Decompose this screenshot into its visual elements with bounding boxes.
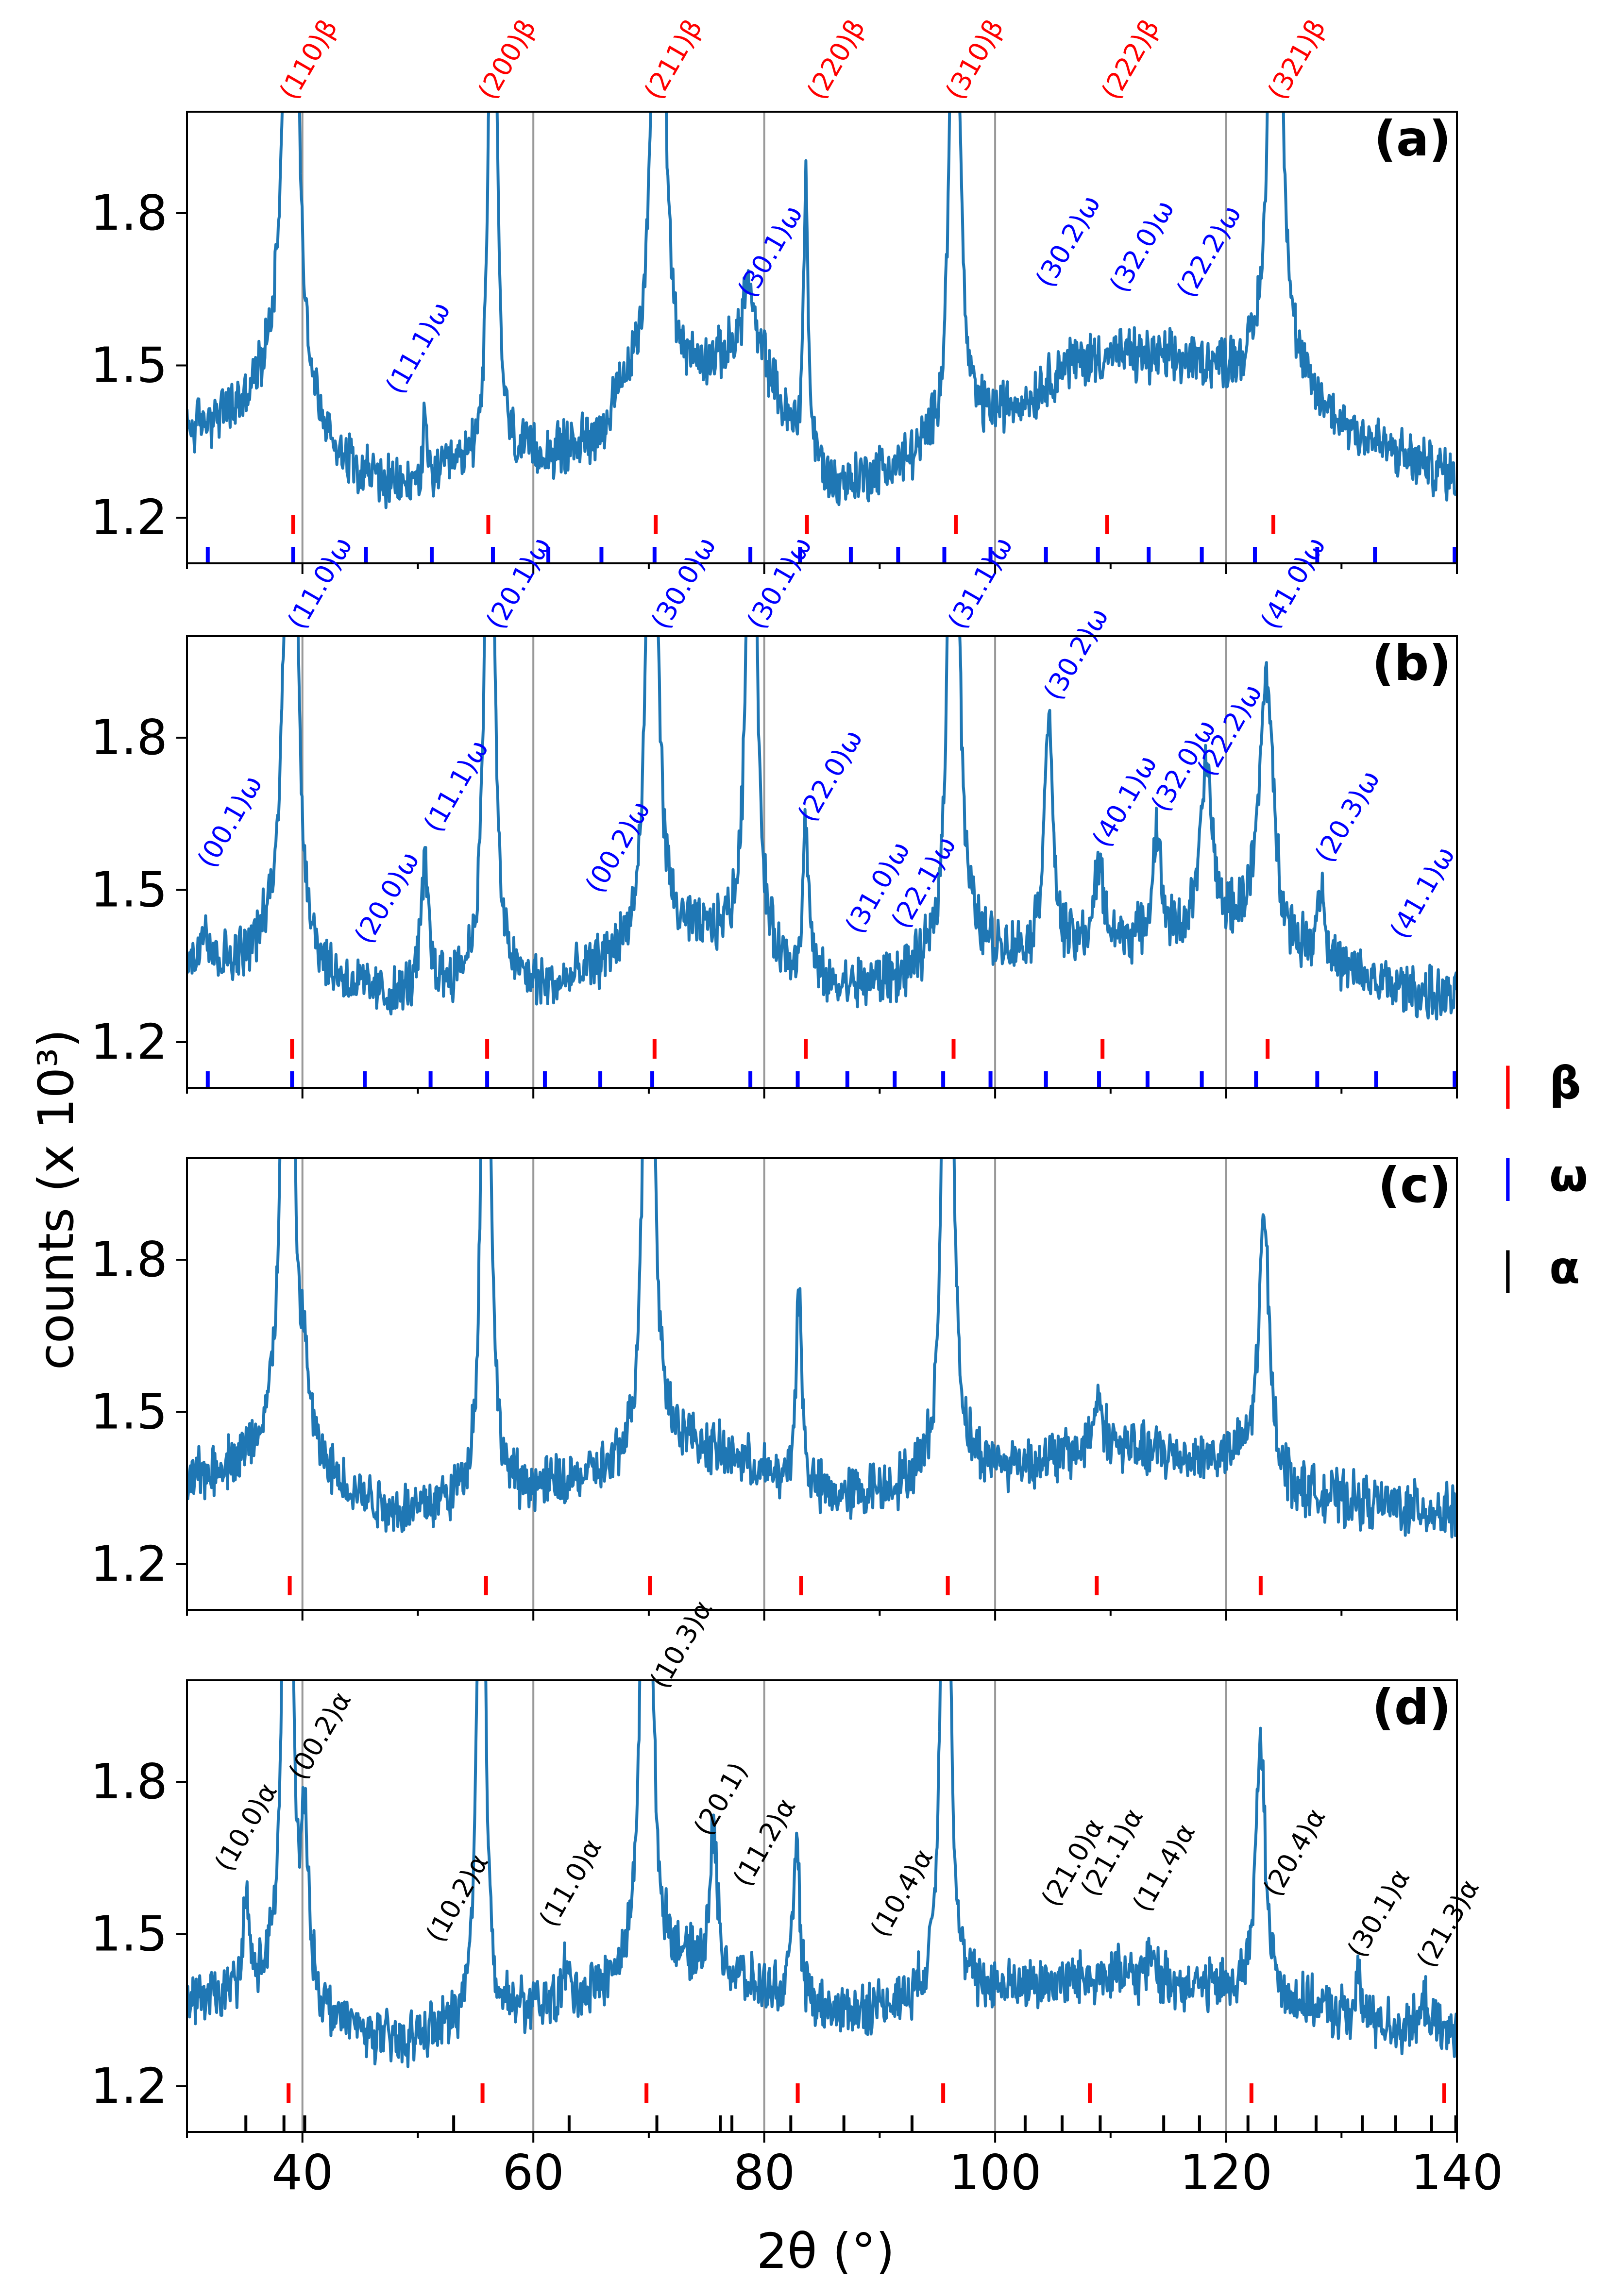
x-tick-label: 80 — [733, 2144, 795, 2201]
y-tick-label: 1.2 — [90, 1536, 168, 1592]
panel-c-phase-ticks — [288, 1576, 1263, 1595]
panel-c-vlines — [301, 1158, 1227, 1610]
panel-d-diffraction-trace — [187, 1680, 1457, 2068]
panel-c-label: (c) — [1378, 1157, 1451, 1214]
panel-c-diffraction-trace — [187, 1158, 1457, 1538]
x-tick-label: 100 — [949, 2144, 1042, 2201]
y-axis-label: counts (x 10³) — [28, 1029, 85, 1370]
legend: | β | ω | α — [1501, 1057, 1588, 1294]
panel-b-axis-ticks: 1.2 1.5 1.8 — [90, 709, 1458, 1098]
panel-b-label: (b) — [1372, 635, 1451, 692]
y-tick-label: 1.5 — [90, 1383, 168, 1440]
panel-a-phase-ticks — [205, 515, 1457, 562]
panel-d-phase-ticks — [244, 2083, 1457, 2131]
y-tick-label: 1.8 — [90, 1231, 168, 1288]
panel-c-axis-ticks: 1.2 1.5 1.8 — [90, 1231, 1458, 1621]
y-tick-label: 1.5 — [90, 1905, 168, 1962]
legend-beta-symbol: | — [1501, 1059, 1515, 1109]
panel-a-axis-ticks: 1.2 1.5 1.8 — [90, 185, 1458, 574]
panel-b-phase-ticks — [205, 1039, 1457, 1087]
panel-d-label: (d) — [1372, 1679, 1451, 1736]
panel-c: 1.2 1.5 1.8 (c) — [90, 1157, 1458, 1621]
panel-d-axis-ticks: 1.2 1.5 1.8 40 60 80 100 120 140 — [90, 1753, 1503, 2201]
legend-omega-label: ω — [1549, 1149, 1588, 1201]
y-tick-label: 1.2 — [90, 489, 168, 546]
panel-a-frame — [186, 111, 1458, 564]
panel-a-diffraction-trace — [187, 112, 1457, 509]
y-tick-label: 1.5 — [90, 861, 168, 918]
panel-b-vlines — [301, 636, 1227, 1088]
panel-d-frame — [186, 1679, 1458, 2133]
y-tick-label: 1.8 — [90, 185, 168, 241]
x-axis-label: 2θ (°) — [757, 2223, 895, 2280]
y-tick-label: 1.2 — [90, 2058, 168, 2114]
legend-alpha-symbol: | — [1501, 1243, 1515, 1294]
legend-beta-label: β — [1549, 1057, 1581, 1109]
legend-omega-symbol: | — [1501, 1151, 1515, 1201]
legend-alpha-label: α — [1549, 1242, 1580, 1294]
panel-d-vlines — [301, 1680, 1227, 2132]
x-tick-label: 40 — [271, 2144, 333, 2201]
panel-c-frame — [186, 1157, 1458, 1611]
panel-b-frame — [186, 635, 1458, 1089]
x-tick-label: 140 — [1411, 2144, 1504, 2201]
y-tick-label: 1.8 — [90, 709, 168, 766]
panel-a-label: (a) — [1374, 110, 1451, 167]
y-tick-label: 1.2 — [90, 1014, 168, 1070]
panel-b-diffraction-trace — [187, 636, 1457, 1021]
y-tick-label: 1.5 — [90, 337, 168, 393]
x-tick-label: 120 — [1180, 2144, 1272, 2201]
y-tick-label: 1.8 — [90, 1753, 168, 1810]
x-tick-label: 60 — [503, 2144, 564, 2201]
